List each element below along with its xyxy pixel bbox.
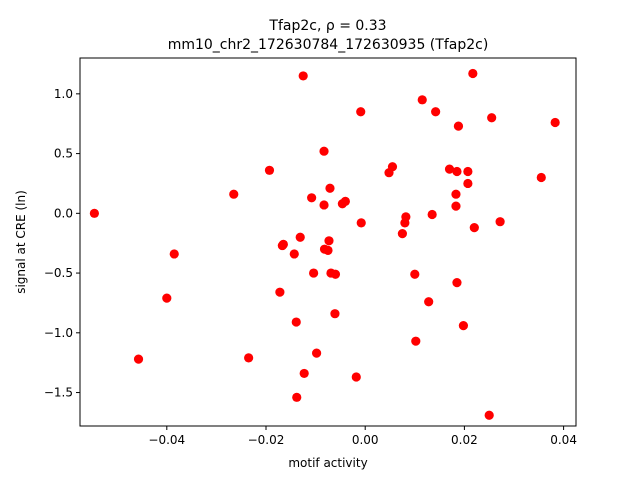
x-tick-label: 0.00: [352, 433, 379, 447]
data-point: [277, 240, 287, 251]
data-point: [550, 117, 560, 128]
data-point: [291, 317, 301, 327]
data-point: [340, 196, 350, 206]
y-tick-label: −1.5: [44, 386, 73, 400]
data-point: [299, 368, 309, 379]
data-point: [452, 166, 462, 177]
plot-area: −0.04 −0.02 0.00 0.02 0.04 −1.5 −1.0 −0.5 0.0 0.5…: [44, 57, 577, 447]
data-point: [387, 162, 398, 172]
data-point: [162, 293, 172, 303]
x-tick-label: −0.02: [248, 433, 285, 447]
data-point: [468, 68, 478, 79]
data-point: [469, 223, 479, 233]
data-point: [356, 107, 366, 117]
chart-title-line2: mm10_chr2_172630784_172630935 (Tfap2c): [168, 37, 489, 53]
x-axis-label: motif activity: [288, 456, 367, 470]
axes-frame: [79, 57, 577, 427]
data-point: [89, 208, 99, 218]
data-point: [410, 269, 420, 279]
data-point: [411, 336, 421, 346]
data-point: [417, 95, 427, 105]
data-point: [458, 321, 469, 331]
x-tick-label: 0.02: [451, 433, 478, 447]
y-tick-label: 0.5: [54, 147, 73, 161]
data-point: [323, 245, 333, 255]
data-point: [397, 229, 407, 239]
data-point: [444, 164, 455, 174]
data-point: [133, 354, 144, 364]
y-tick-label: 0.0: [54, 206, 73, 220]
data-point: [324, 236, 334, 246]
data-point: [292, 392, 302, 402]
y-axis-label: signal at CRE (ln): [14, 190, 28, 294]
data-point: [487, 113, 497, 123]
y-tick-label: −1.0: [44, 326, 73, 340]
data-point: [298, 71, 308, 81]
data-point: [451, 201, 461, 211]
data-point: [309, 268, 319, 278]
data-point: [311, 348, 322, 358]
x-tick-label: −0.04: [148, 433, 185, 447]
data-point: [452, 278, 462, 288]
data-point: [453, 121, 464, 131]
y-tick-label: 1.0: [54, 87, 73, 101]
data-point: [264, 165, 275, 175]
data-point: [275, 287, 285, 297]
data-point: [325, 183, 335, 193]
data-point: [484, 410, 494, 420]
chart-title-line1: Tfap2c, ρ = 0.33: [268, 18, 386, 34]
data-point: [351, 372, 361, 382]
data-point: [356, 218, 366, 228]
data-point: [424, 297, 434, 307]
data-point: [319, 200, 329, 210]
data-point: [307, 193, 317, 203]
data-point: [319, 146, 329, 156]
data-point: [427, 209, 437, 220]
data-point: [463, 178, 473, 189]
data-point: [495, 217, 505, 227]
x-tick-label: 0.04: [550, 433, 577, 447]
y-tick-label: −0.5: [44, 266, 73, 280]
data-point: [330, 309, 340, 319]
data-point: [463, 166, 473, 177]
data-point: [169, 249, 179, 259]
data-point: [244, 353, 254, 363]
data-point: [401, 212, 411, 222]
data-point: [536, 172, 546, 183]
data-point: [431, 107, 441, 117]
data-point: [229, 189, 239, 199]
data-point: [289, 249, 299, 259]
data-point: [330, 269, 341, 279]
data-point: [295, 232, 305, 242]
data-point: [451, 189, 461, 199]
